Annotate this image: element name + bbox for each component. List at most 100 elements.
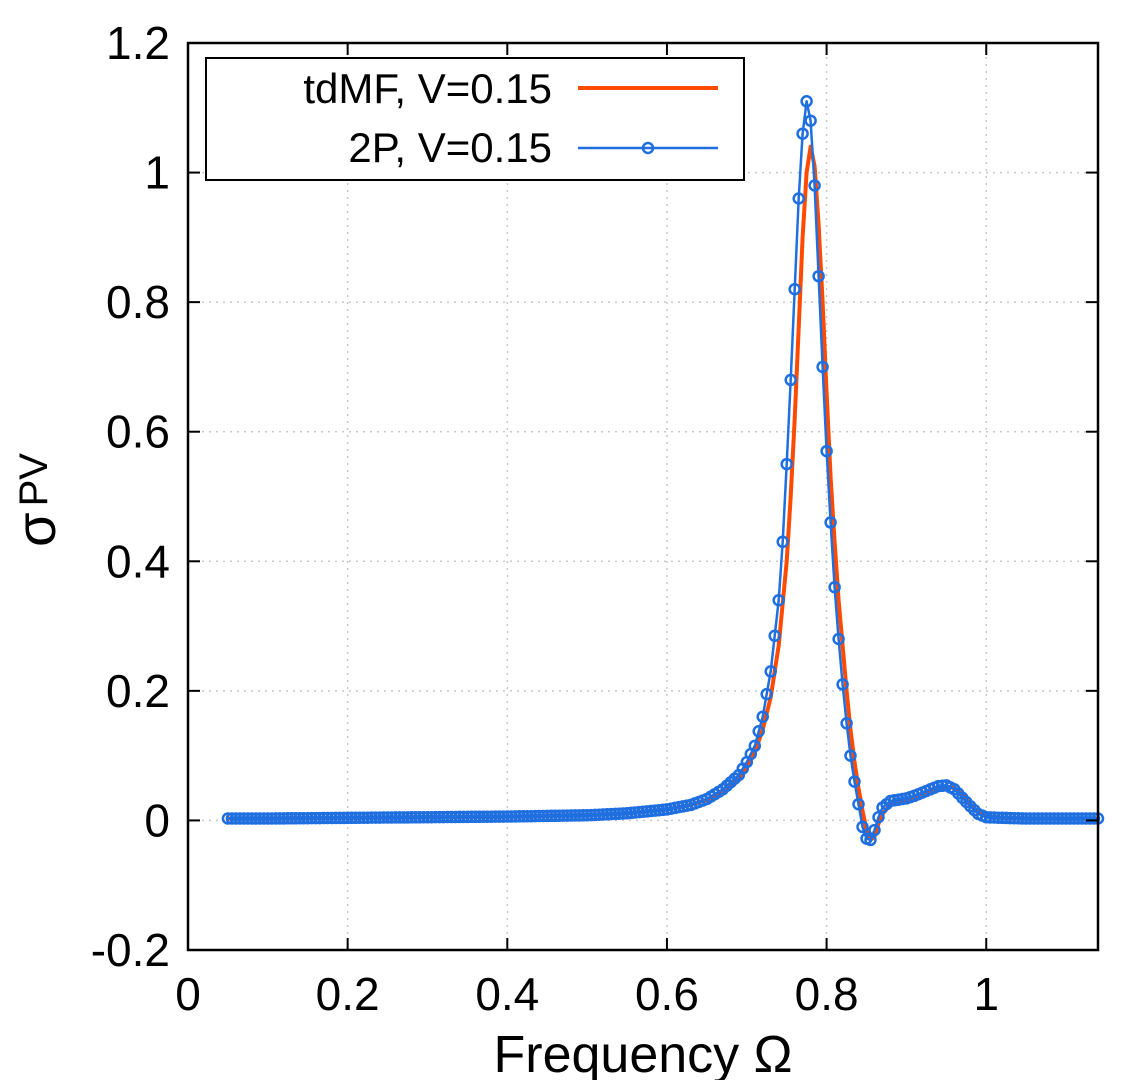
x-tick-label: 0.2 <box>316 968 380 1020</box>
series-marker-1 <box>856 820 869 834</box>
x-tick-label: 0.8 <box>795 968 859 1020</box>
y-tick-label: 1.2 <box>106 17 170 69</box>
series-marker-1 <box>497 810 510 823</box>
series-marker-1 <box>804 114 817 127</box>
series-marker-1 <box>281 812 295 825</box>
svg-text:σPV: σ PV <box>4 453 67 547</box>
series-marker-1 <box>776 535 789 549</box>
series-marker-1 <box>1071 812 1085 825</box>
series-marker-1 <box>848 775 861 788</box>
x-axis-title: Frequency Ω <box>494 1026 793 1080</box>
series-marker-1 <box>1067 812 1081 825</box>
series-marker-1 <box>445 810 458 824</box>
x-tick-label: 1 <box>973 968 999 1020</box>
series-marker-1 <box>285 812 299 825</box>
y-tick-label: 0.2 <box>106 665 170 717</box>
series-marker-1 <box>481 810 494 823</box>
series-marker-1 <box>509 810 522 823</box>
series-marker-1 <box>1079 812 1093 825</box>
series-marker-1 <box>836 678 849 691</box>
series-line-1 <box>227 100 1098 842</box>
plot-frame <box>186 41 1100 952</box>
series-layer <box>221 95 1105 847</box>
series-marker-1 <box>1051 812 1065 825</box>
series-marker-1 <box>233 812 247 825</box>
series-marker-1 <box>421 810 434 824</box>
series-marker-1 <box>353 811 366 824</box>
series-marker-1 <box>576 809 590 822</box>
series-marker-1 <box>560 809 574 822</box>
series-marker-1 <box>1039 812 1053 825</box>
series-marker-1 <box>1019 812 1033 825</box>
series-marker-1 <box>297 811 310 825</box>
series-marker-1 <box>429 810 442 824</box>
series-marker-1 <box>493 810 506 823</box>
series-marker-1 <box>1059 812 1073 825</box>
series-marker-1 <box>277 812 291 825</box>
series-marker-1 <box>253 812 267 825</box>
series-marker-1 <box>792 192 805 205</box>
series-marker-1 <box>269 812 283 825</box>
series-marker-1 <box>317 811 330 825</box>
series-marker-1 <box>521 809 534 823</box>
series-marker-1 <box>580 808 594 822</box>
series-marker-1 <box>868 823 881 837</box>
series-marker-1 <box>991 811 1005 824</box>
series-marker-1 <box>824 516 837 529</box>
x-tick-label: 0.4 <box>475 968 539 1020</box>
series-marker-1 <box>572 809 586 822</box>
series-marker-1 <box>337 811 350 825</box>
series-marker-1 <box>532 809 546 823</box>
series-marker-1 <box>1007 811 1021 825</box>
series-marker-1 <box>983 811 997 824</box>
series-marker-1 <box>852 797 865 811</box>
series-marker-1 <box>784 373 797 387</box>
series-marker-1 <box>1023 812 1037 825</box>
series-marker-1 <box>309 811 322 825</box>
series-marker-1 <box>489 810 502 823</box>
legend: tdMF, V=0.15 2P, V=0.15 <box>205 57 745 181</box>
series-marker-1 <box>524 809 538 823</box>
tick-layer: 0 0.2 0.4 0.6 0.8 1-0.200.20.40.60.811.2 <box>91 17 1098 1020</box>
series-marker-1 <box>772 593 785 607</box>
series-marker-1 <box>349 811 362 825</box>
series-marker-1 <box>544 809 558 823</box>
series-marker-1 <box>1015 812 1029 825</box>
y-tick-label: 0.4 <box>106 535 170 587</box>
series-marker-1 <box>1035 812 1049 825</box>
series-marker-1 <box>552 809 566 822</box>
series-marker-1 <box>245 812 259 825</box>
series-marker-1 <box>1063 812 1077 825</box>
series-marker-1 <box>409 811 422 824</box>
series-marker-1 <box>441 810 454 824</box>
series-marker-1 <box>469 810 482 824</box>
series-marker-1 <box>293 811 307 825</box>
y-tick-label: 0.6 <box>106 406 170 458</box>
series-marker-1 <box>1055 812 1069 825</box>
series-marker-1 <box>752 725 765 738</box>
series-marker-1 <box>225 812 239 825</box>
series-marker-1 <box>808 179 821 192</box>
series-marker-1 <box>313 811 326 825</box>
series-marker-1 <box>369 811 382 824</box>
series-marker-1 <box>273 812 287 825</box>
series-marker-1 <box>536 809 550 823</box>
series-marker-1 <box>473 810 486 824</box>
series-marker-1 <box>417 810 430 824</box>
series-marker-1 <box>381 811 394 824</box>
series-marker-1 <box>405 811 418 824</box>
series-marker-1 <box>345 811 358 825</box>
series-marker-1 <box>748 739 762 753</box>
x-tick-label: 0 <box>175 968 201 1020</box>
series-marker-1 <box>832 632 845 646</box>
series-marker-1 <box>1031 812 1045 825</box>
y-axis-title-subscript: PV <box>12 453 56 507</box>
series-marker-1 <box>1027 812 1041 825</box>
series-marker-1 <box>548 809 562 823</box>
series-marker-1 <box>453 810 466 824</box>
y-tick-label: 0 <box>144 794 170 846</box>
series-marker-1 <box>249 812 263 825</box>
series-marker-1 <box>568 809 582 822</box>
series-marker-1 <box>393 811 406 824</box>
